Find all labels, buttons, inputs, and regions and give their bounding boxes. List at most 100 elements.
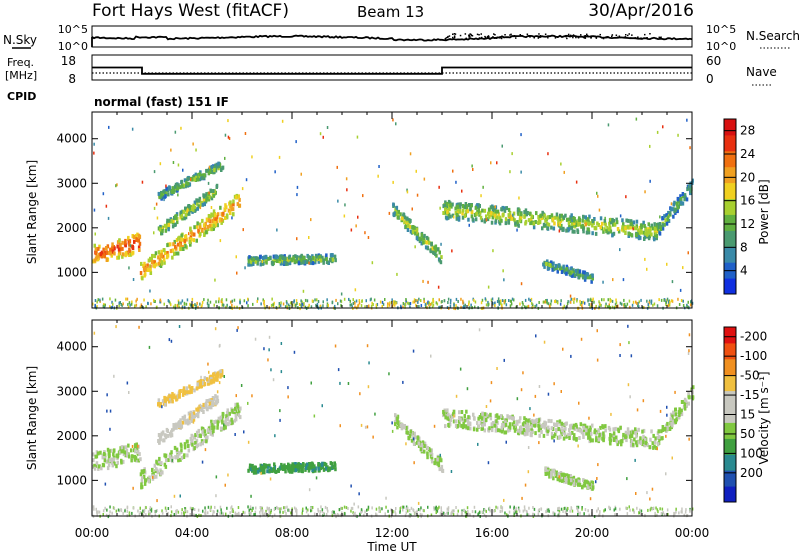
echo-cell — [502, 269, 504, 272]
echo-cell — [674, 408, 677, 412]
echo-cell — [116, 454, 119, 458]
echo-cell — [193, 421, 195, 424]
echo-cell — [221, 218, 224, 222]
echo-cell — [580, 225, 583, 229]
echo-cell — [581, 219, 584, 223]
echo-cell — [533, 225, 536, 229]
echo-cell — [525, 484, 527, 487]
echo-cell — [149, 264, 151, 267]
echo-cell — [497, 210, 500, 214]
echo-cell — [672, 457, 674, 460]
echo-cell — [555, 264, 558, 268]
noise-dot — [580, 34, 582, 36]
echo-cell — [282, 511, 284, 514]
echo-cell — [131, 512, 133, 515]
echo-cell — [226, 298, 228, 301]
echo-cell — [564, 305, 566, 308]
noise-dot — [616, 35, 618, 37]
echo-cell — [689, 146, 691, 149]
echo-cell — [624, 226, 627, 230]
echo-cell — [157, 402, 160, 406]
echo-cell — [234, 407, 237, 411]
echo-cell — [414, 512, 416, 515]
echo-cell — [322, 304, 324, 307]
echo-cell — [533, 414, 535, 417]
echo-cell — [189, 240, 192, 244]
echo-cell — [675, 420, 678, 424]
echo-cell — [307, 299, 309, 302]
echo-cell — [265, 261, 268, 265]
echo-cell — [195, 149, 197, 152]
echo-cell — [459, 418, 462, 422]
echo-cell — [125, 298, 127, 301]
echo-cell — [108, 449, 111, 453]
echo-cell — [561, 270, 564, 274]
noise-dot — [454, 33, 456, 35]
echo-cell — [187, 510, 189, 513]
echo-cell — [314, 415, 316, 418]
echo-cell — [316, 298, 318, 301]
echo-cell — [134, 305, 136, 308]
echo-cell — [688, 301, 690, 304]
echo-cell — [160, 299, 162, 302]
echo-cell — [372, 261, 374, 264]
echo-cell — [462, 209, 465, 213]
colorbar-swatch — [724, 119, 736, 135]
echo-cell — [485, 297, 487, 300]
echo-cell — [183, 386, 186, 390]
echo-cell — [213, 379, 216, 383]
noise-dot — [515, 37, 517, 39]
echo-cell — [328, 304, 330, 307]
echo-cell — [663, 511, 665, 514]
echo-cell — [355, 224, 357, 227]
echo-cell — [397, 216, 400, 220]
colorbar-tick-label: 24 — [740, 147, 755, 161]
echo-cell — [100, 252, 103, 256]
echo-cell — [629, 509, 631, 512]
echo-cell — [440, 454, 442, 457]
echo-cell — [472, 168, 474, 171]
echo-cell — [109, 458, 112, 462]
echo-cell — [337, 302, 339, 305]
freq-tick-top: 18 — [61, 54, 76, 68]
echo-cell — [557, 301, 559, 304]
noise-dot — [545, 34, 547, 36]
noise-dot — [637, 36, 639, 38]
echo-cell — [688, 402, 691, 406]
echo-cell — [574, 298, 576, 301]
echo-cell — [508, 208, 511, 212]
echo-cell — [284, 469, 287, 473]
echo-cell — [468, 513, 470, 516]
echo-cell — [148, 259, 151, 263]
echo-cell — [210, 301, 212, 304]
echo-cell — [220, 508, 222, 511]
echo-cell — [637, 428, 640, 432]
echo-cell — [293, 301, 295, 304]
echo-cell — [197, 177, 200, 181]
echo-cell — [612, 300, 614, 303]
noise-dot — [640, 37, 642, 39]
echo-cell — [165, 458, 168, 462]
echo-cell — [310, 509, 312, 512]
echo-cell — [263, 470, 266, 474]
echo-cell — [635, 233, 638, 237]
echo-cell — [277, 507, 279, 510]
echo-cell — [441, 469, 444, 473]
echo-cell — [660, 429, 663, 433]
echo-cell — [112, 463, 115, 467]
echo-cell — [299, 465, 302, 469]
echo-cell — [127, 444, 130, 448]
echo-cell — [610, 218, 612, 221]
echo-cell — [658, 429, 661, 433]
echo-cell — [203, 223, 206, 227]
echo-cell — [124, 239, 127, 243]
echo-cell — [286, 302, 288, 305]
echo-cell — [341, 507, 343, 510]
echo-cell — [531, 215, 534, 219]
echo-cell — [495, 205, 497, 208]
echo-cell — [537, 419, 539, 422]
noise-right-tick-bottom: 10^0 — [706, 40, 736, 53]
echo-cell — [272, 303, 274, 306]
echo-cell — [102, 298, 104, 301]
